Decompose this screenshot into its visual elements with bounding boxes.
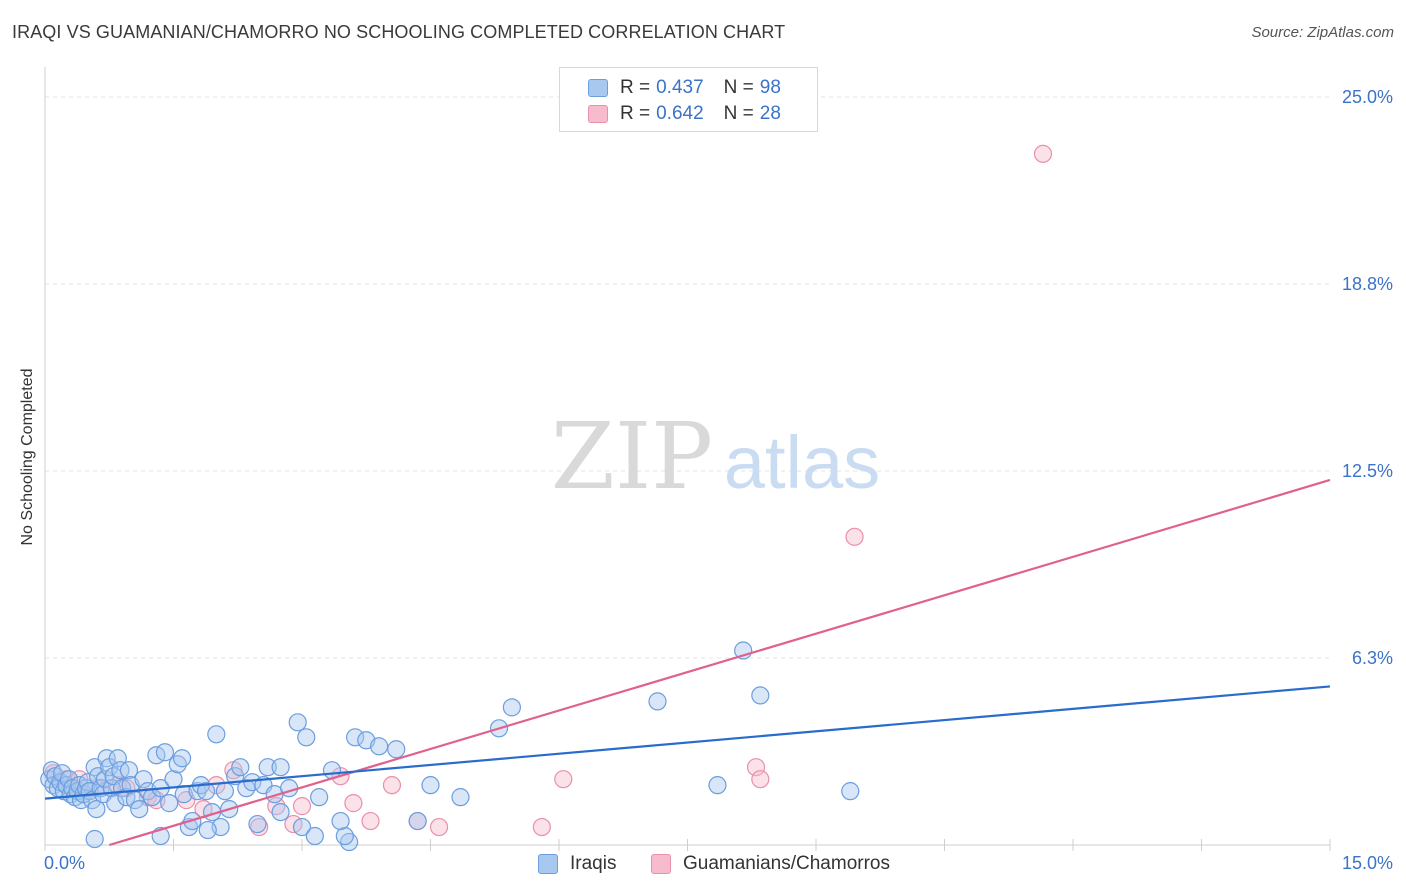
- bottom-legend-label-guamanians: Guamanians/Chamorros: [683, 853, 890, 874]
- watermark: ZIP atlas: [551, 403, 880, 510]
- iraqi-point: [421, 776, 440, 795]
- iraqi-point: [231, 758, 250, 777]
- chart-title: IRAQI VS GUAMANIAN/CHAMORRO NO SCHOOLING…: [12, 22, 786, 42]
- iraqi-point: [387, 740, 406, 759]
- x-tick-label: 15.0%: [1342, 853, 1393, 873]
- guamanian-point: [382, 776, 402, 795]
- bottom-legend-iraqis: Iraqis: [538, 852, 616, 876]
- guamanian-point: [361, 811, 380, 831]
- iraqi-point: [335, 826, 354, 846]
- watermark-atlas: atlas: [724, 421, 880, 504]
- guamanian-point: [344, 794, 363, 813]
- guamanian-point: [250, 817, 269, 837]
- y-tick-label: 6.3%: [1352, 648, 1393, 668]
- trend-lines: [44, 478, 1331, 847]
- iraqi-point: [85, 829, 104, 849]
- iraqi-point: [408, 811, 427, 831]
- iraqi-point: [346, 728, 365, 747]
- iraqi-point: [648, 692, 667, 711]
- iraqi-point: [226, 767, 245, 786]
- legend-n-label: N =: [723, 77, 754, 98]
- guamanian-trend-line: [108, 478, 1331, 847]
- bottom-legend-label-iraqis: Iraqis: [570, 853, 617, 874]
- correlation-legend: R = 0.437 N = 98 R = 0.642 N = 28: [559, 67, 818, 132]
- iraqi-point: [841, 782, 860, 801]
- iraqi-point: [451, 788, 470, 807]
- iraqi-point: [502, 698, 521, 717]
- y-tick-label: 18.8%: [1342, 274, 1393, 294]
- iraqi-point: [155, 743, 175, 762]
- iraqi-point: [370, 737, 389, 756]
- iraqi-point: [751, 686, 770, 705]
- iraqi-point: [258, 758, 277, 777]
- iraqi-point: [106, 794, 125, 813]
- legend-r-label: R =: [620, 103, 651, 124]
- legend-n-value: 28: [759, 103, 781, 124]
- iraqi-point: [292, 817, 312, 837]
- legend-r-value: 0.437: [656, 77, 704, 98]
- iraqi-point: [271, 802, 290, 822]
- guamanian-point: [746, 758, 766, 777]
- legend-swatch-blue: [588, 79, 608, 97]
- guamanian-point: [429, 817, 449, 837]
- iraqi-point: [248, 814, 267, 834]
- guamanian-point: [845, 527, 864, 546]
- legend-r-value: 0.642: [656, 103, 704, 124]
- iraqi-point: [297, 728, 316, 747]
- legend-row-iraqis: R = 0.437 N = 98: [588, 76, 781, 100]
- legend-row-guamanians: R = 0.642 N = 28: [588, 102, 781, 126]
- guamanian-point: [1033, 144, 1053, 163]
- bottom-legend-swatch-pink: [651, 854, 671, 874]
- data-points: [40, 144, 1053, 852]
- iraqi-point: [198, 820, 217, 840]
- y-tick-label: 25.0%: [1342, 87, 1393, 107]
- bottom-legend-swatch-blue: [538, 854, 558, 874]
- source-label: Source: ZipAtlas.com: [1251, 24, 1394, 41]
- iraqi-point: [108, 749, 127, 768]
- legend-n-label: N =: [723, 103, 754, 124]
- iraqi-point: [160, 794, 179, 813]
- legend-n-value: 98: [759, 77, 781, 98]
- iraqi-point: [271, 758, 290, 777]
- iraqi-point: [310, 788, 329, 807]
- iraqi-point: [119, 761, 139, 780]
- iraqi-point: [331, 811, 350, 831]
- iraqi-point: [288, 713, 307, 732]
- iraqi-point: [305, 826, 324, 846]
- legend-r-label: R =: [620, 77, 651, 98]
- iraqi-point: [708, 776, 727, 795]
- y-tick-label: 12.5%: [1342, 461, 1393, 481]
- bottom-legend-guamanians: Guamanians/Chamorros: [651, 852, 890, 876]
- grid-lines: [45, 96, 1330, 659]
- iraqi-point: [207, 725, 226, 744]
- iraqi-point: [196, 782, 216, 801]
- iraqi-point: [134, 770, 153, 789]
- x-tick-label: 0.0%: [44, 853, 85, 873]
- iraqi-point: [172, 749, 192, 768]
- legend-swatch-pink: [588, 105, 608, 123]
- iraqi-trend-line: [44, 685, 1331, 800]
- iraqi-point: [130, 799, 149, 819]
- iraqi-point: [87, 799, 106, 819]
- iraqi-point: [215, 782, 234, 801]
- axes: [44, 67, 1331, 851]
- watermark-zip: ZIP: [551, 403, 713, 510]
- guamanian-point: [532, 817, 551, 837]
- guamanian-point: [554, 770, 573, 789]
- guamanian-point: [751, 770, 770, 789]
- guamanian-point: [292, 797, 312, 816]
- tick-labels: 6.3% 12.5% 18.8% 25.0% 0.0% 15.0%: [44, 87, 1393, 873]
- iraqi-point: [164, 770, 183, 789]
